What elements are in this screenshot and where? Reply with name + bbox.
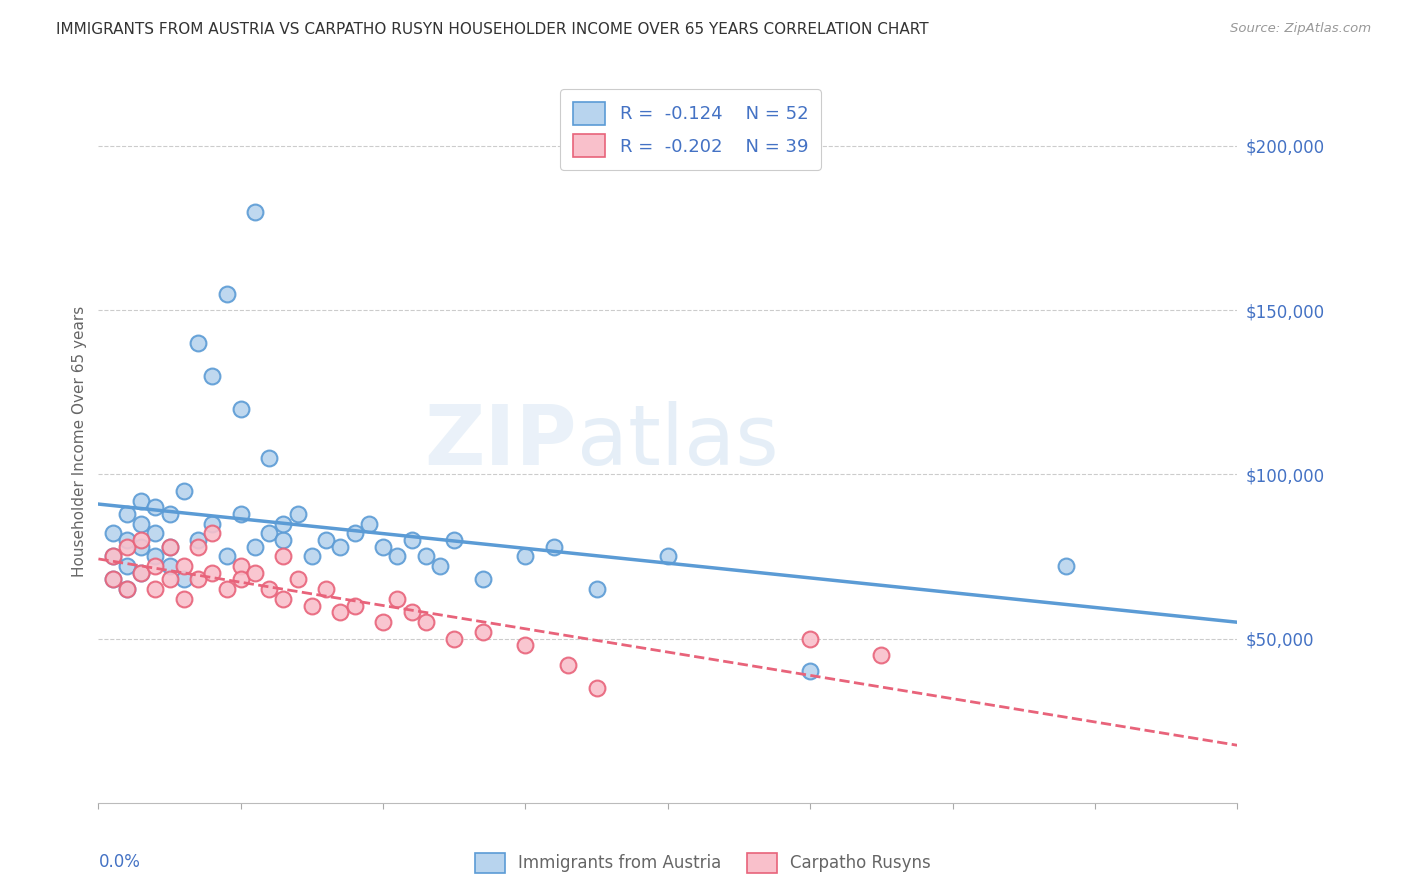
Point xyxy=(273,533,295,547)
Y-axis label: Householder Income Over 65 years: Householder Income Over 65 years xyxy=(72,306,87,577)
Point xyxy=(371,615,394,630)
Text: Source: ZipAtlas.com: Source: ZipAtlas.com xyxy=(1230,22,1371,36)
Point xyxy=(259,526,281,541)
Legend: R =  -0.124    N = 52, R =  -0.202    N = 39: R = -0.124 N = 52, R = -0.202 N = 39 xyxy=(560,89,821,170)
Text: IMMIGRANTS FROM AUSTRIA VS CARPATHO RUSYN HOUSEHOLDER INCOME OVER 65 YEARS CORRE: IMMIGRANTS FROM AUSTRIA VS CARPATHO RUSY… xyxy=(56,22,929,37)
Point xyxy=(471,625,494,640)
Point xyxy=(187,573,209,587)
Point xyxy=(243,204,266,219)
Point xyxy=(173,592,195,607)
Point xyxy=(115,540,138,554)
Point xyxy=(215,582,238,597)
Point xyxy=(115,507,138,521)
Text: ZIP: ZIP xyxy=(425,401,576,482)
Point xyxy=(115,533,138,547)
Point xyxy=(415,615,437,630)
Point xyxy=(145,500,167,515)
Point xyxy=(129,566,152,580)
Point xyxy=(101,549,124,564)
Point xyxy=(401,533,423,547)
Point xyxy=(585,582,607,597)
Point xyxy=(371,540,394,554)
Point xyxy=(187,336,209,351)
Point xyxy=(115,582,138,597)
Point xyxy=(515,549,537,564)
Point xyxy=(401,605,423,619)
Point xyxy=(145,582,167,597)
Point xyxy=(115,582,138,597)
Point xyxy=(329,605,352,619)
Point xyxy=(201,526,224,541)
Point xyxy=(387,592,409,607)
Point xyxy=(201,516,224,531)
Point xyxy=(145,549,167,564)
Point xyxy=(387,549,409,564)
Point xyxy=(259,450,281,465)
Point xyxy=(243,540,266,554)
Point xyxy=(287,507,309,521)
Point xyxy=(657,549,679,564)
Point xyxy=(159,573,181,587)
Point xyxy=(515,638,537,652)
Point xyxy=(315,533,337,547)
Text: 0.0%: 0.0% xyxy=(98,854,141,871)
Point xyxy=(471,573,494,587)
Point xyxy=(145,559,167,574)
Point xyxy=(173,573,195,587)
Point xyxy=(243,566,266,580)
Point xyxy=(1056,559,1078,574)
Point xyxy=(273,549,295,564)
Point xyxy=(173,483,195,498)
Point xyxy=(870,648,893,662)
Point xyxy=(301,549,323,564)
Point xyxy=(343,599,366,613)
Point xyxy=(159,507,181,521)
Point xyxy=(443,533,465,547)
Point xyxy=(159,540,181,554)
Point xyxy=(543,540,565,554)
Point xyxy=(429,559,451,574)
Point xyxy=(101,573,124,587)
Point xyxy=(799,665,821,679)
Point xyxy=(357,516,380,531)
Point xyxy=(585,681,607,695)
Point xyxy=(215,549,238,564)
Point xyxy=(129,493,152,508)
Point xyxy=(159,540,181,554)
Point xyxy=(129,566,152,580)
Point xyxy=(215,286,238,301)
Point xyxy=(315,582,337,597)
Point xyxy=(301,599,323,613)
Point xyxy=(173,559,195,574)
Point xyxy=(415,549,437,564)
Point xyxy=(101,573,124,587)
Point xyxy=(229,507,252,521)
Point xyxy=(129,516,152,531)
Point xyxy=(101,549,124,564)
Legend: Immigrants from Austria, Carpatho Rusyns: Immigrants from Austria, Carpatho Rusyns xyxy=(468,847,938,880)
Point xyxy=(443,632,465,646)
Point xyxy=(187,540,209,554)
Point xyxy=(101,526,124,541)
Point xyxy=(159,559,181,574)
Point xyxy=(259,582,281,597)
Point xyxy=(273,516,295,531)
Point xyxy=(129,533,152,547)
Point xyxy=(557,657,579,672)
Point xyxy=(201,368,224,383)
Point xyxy=(229,401,252,416)
Point xyxy=(201,566,224,580)
Point xyxy=(287,573,309,587)
Point xyxy=(799,632,821,646)
Point xyxy=(229,559,252,574)
Point xyxy=(273,592,295,607)
Point xyxy=(115,559,138,574)
Point xyxy=(145,526,167,541)
Text: atlas: atlas xyxy=(576,401,779,482)
Point xyxy=(129,540,152,554)
Point xyxy=(329,540,352,554)
Point xyxy=(229,573,252,587)
Point xyxy=(343,526,366,541)
Point xyxy=(187,533,209,547)
